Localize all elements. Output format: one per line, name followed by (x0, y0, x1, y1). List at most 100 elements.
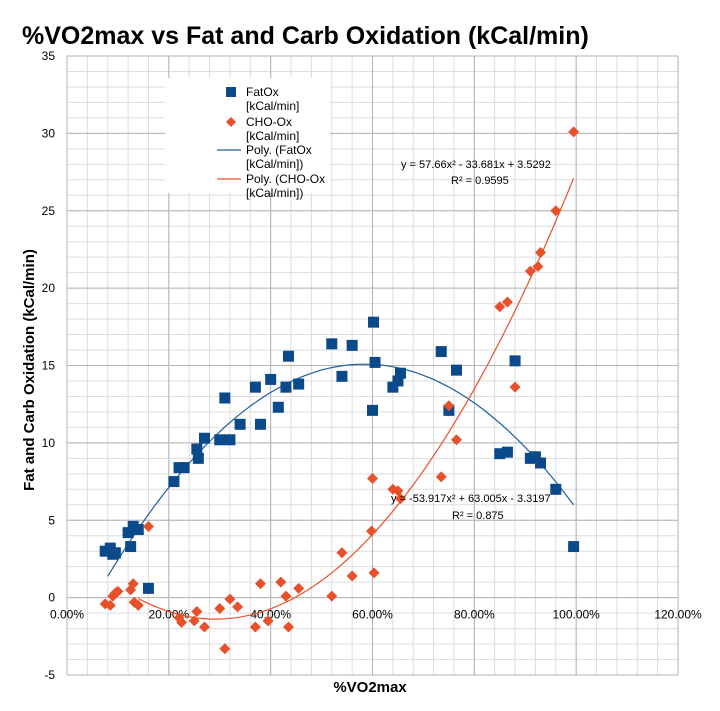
fatox-point (142, 582, 154, 594)
legend-marker-diamond (226, 117, 236, 127)
fatox-point (435, 346, 447, 358)
fatox-point (550, 483, 562, 495)
trendline (138, 177, 575, 620)
fatox-point (132, 524, 144, 536)
fatox-point (224, 434, 236, 446)
fatox-point (265, 373, 277, 385)
x-tick-label: 100.00% (552, 608, 600, 622)
trendline-equations: y = -53.917x² + 63.005x - 3.3197 R² = 0.8… (391, 159, 551, 522)
chart-title: %VO2max vs Fat and Carb Oxidation (kCal/… (22, 22, 589, 50)
choox-point (535, 247, 547, 259)
fatox-point (535, 457, 547, 469)
fatox-point (395, 367, 407, 379)
x-tick-label: 60.00% (352, 608, 393, 622)
fatox-point (178, 462, 190, 474)
axes: 0.00% 20.00% 40.00% 60.00% 80.00% 100.00% 120.… (42, 49, 702, 682)
choox-point (550, 205, 562, 217)
choox-point (132, 599, 144, 611)
legend-marker-square (226, 87, 236, 97)
x-tick-label: 80.00% (454, 608, 495, 622)
fatox-point (529, 451, 541, 463)
data-points (99, 126, 580, 655)
fatox-point (198, 432, 210, 444)
fatox-point (568, 541, 580, 553)
fatox-point (336, 370, 348, 382)
fatox-point (392, 375, 404, 387)
fatox-point (192, 452, 204, 464)
trendline-r-squared: R² = 0.875 (452, 510, 504, 522)
legend-label: CHO-Ox [kCal/min] (246, 115, 299, 143)
legend-label: FatOx [kCal/min] (246, 85, 299, 113)
choox-point (509, 381, 521, 393)
y-tick-label: 25 (42, 204, 56, 218)
choox-point (224, 593, 236, 605)
x-tick-label: 120.00% (654, 608, 702, 622)
fatox-point (346, 339, 358, 351)
choox-point (142, 520, 154, 532)
fatox-point (125, 541, 137, 553)
fatox-point (282, 350, 294, 362)
choox-point (524, 265, 536, 277)
choox-point (112, 585, 124, 597)
choox-point (326, 590, 338, 602)
choox-point (532, 260, 544, 272)
y-axis-title: Fat and Carb Oxidation (kCal/min) (21, 249, 38, 491)
choox-point (188, 615, 200, 627)
x-tick-label: 40.00% (250, 608, 291, 622)
choox-point (191, 606, 203, 618)
trendline-equation: y = -53.917x² + 63.005x - 3.3197 (391, 493, 551, 505)
legend: FatOx [kCal/min]CHO-Ox [kCal/min]Poly. (Fa… (165, 78, 330, 200)
fatox-point (369, 356, 381, 368)
choox-point (176, 616, 188, 628)
y-tick-label: 0 (48, 591, 55, 605)
choox-point (127, 578, 139, 590)
y-tick-label: 20 (42, 281, 56, 295)
fatox-point (249, 381, 261, 393)
y-tick-label: 35 (42, 49, 56, 63)
y-tick-label: -5 (44, 668, 55, 682)
fatox-point (494, 448, 506, 460)
x-axis-title: %VO2max (333, 679, 407, 696)
y-tick-label: 30 (42, 126, 56, 140)
fatox-point (219, 392, 231, 404)
choox-point (219, 643, 231, 655)
choox-point (280, 590, 292, 602)
y-tick-label: 15 (42, 359, 56, 373)
choox-point (367, 472, 378, 484)
choox-point (365, 525, 377, 537)
fatox-point (168, 476, 180, 488)
fatox-point (368, 316, 380, 328)
y-tick-label: 10 (42, 436, 56, 450)
x-tick-label: 0.00% (50, 608, 84, 622)
choox-point (368, 567, 380, 579)
fatox-point (214, 434, 226, 446)
trendline-r-squared: R² = 0.9595 (451, 175, 509, 187)
fatox-point (367, 404, 378, 416)
choox-point (336, 547, 348, 559)
choox-point (501, 296, 513, 308)
choox-point (198, 621, 210, 633)
legend-box (165, 78, 330, 193)
fatox-point (109, 547, 121, 559)
fatox-point (254, 418, 266, 430)
legend-label: Poly. (CHO-Ox [kCal/min]) (246, 172, 325, 200)
fatox-point (293, 378, 305, 390)
choox-point (249, 621, 261, 633)
fatox-point (191, 443, 203, 455)
choox-point (232, 601, 244, 613)
choox-point (214, 602, 226, 614)
fatox-point (501, 446, 513, 458)
legend-label: Poly. (FatOx [kCal/min]) (246, 143, 312, 171)
fatox-point (387, 381, 399, 393)
choox-point (443, 400, 455, 412)
choox-point (282, 621, 294, 633)
choox-point (346, 570, 358, 582)
choox-point (254, 578, 266, 590)
fatox-point (234, 418, 246, 430)
fatox-point (122, 527, 134, 539)
fatox-point (280, 381, 292, 393)
choox-point (293, 582, 305, 594)
choox-point (275, 576, 287, 588)
choox-point (395, 493, 407, 505)
